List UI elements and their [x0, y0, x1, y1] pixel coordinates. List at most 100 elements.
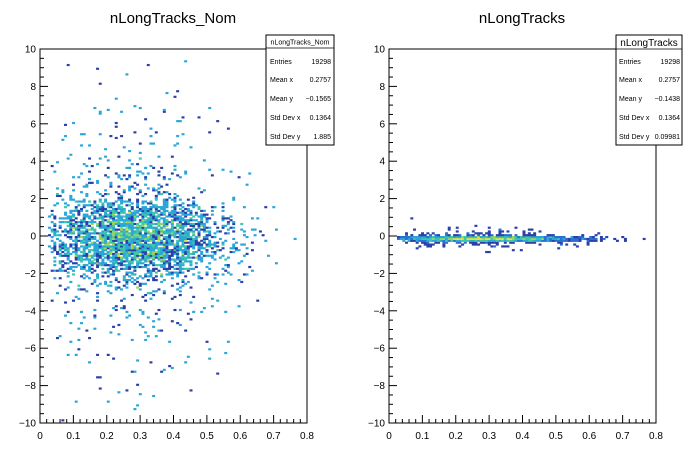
right-heatmap-bin: [519, 239, 523, 242]
left-heatmap-bin: [85, 228, 89, 231]
left-heatmap-bin: [104, 243, 108, 246]
left-heatmap-bin: [101, 245, 105, 248]
left-heatmap-bin: [178, 258, 182, 261]
left-heatmap-bin: [170, 209, 174, 212]
left-heatmap-bin: [66, 217, 70, 220]
left-heatmap-bin: [112, 222, 116, 226]
left-heatmap-bin: [138, 254, 142, 257]
left-heatmap-bin: [122, 245, 126, 248]
left-heatmap-bin: [125, 279, 129, 282]
panel-left: nLongTracks_Nom 0 0.1 0.2 0.3 0.4 0.5 0.6 0.7 0.…: [19, 10, 335, 442]
left-heatmap-bin: [154, 211, 158, 214]
left-heatmap-bin: [221, 217, 225, 220]
left-heatmap-bin: [170, 250, 174, 254]
left-heatmap-bin: [138, 245, 142, 248]
left-heatmap-bin: [64, 249, 67, 252]
left-heatmap-bin: [149, 297, 153, 300]
left-heatmap-bin: [114, 221, 118, 224]
left-heatmap-bin: [93, 206, 97, 209]
left-heatmap-bin: [120, 232, 124, 235]
left-heatmap-bin: [66, 310, 70, 313]
right-heatmap-bin: [405, 237, 408, 241]
left-heatmap-bin: [133, 258, 137, 261]
left-heatmap-bin: [133, 370, 137, 373]
left-heatmap-bin: [114, 172, 118, 175]
left-heatmap-bin: [178, 239, 182, 242]
right-heatmap-bin: [434, 239, 438, 242]
left-heatmap-bin: [136, 264, 140, 267]
left-heatmap-bin: [138, 288, 142, 291]
left-heatmap-bin: [226, 264, 230, 267]
left-heatmap-bin: [165, 243, 169, 246]
right-heatmap-bin: [599, 237, 603, 241]
left-heatmap-bin: [200, 215, 204, 218]
left-heatmap-bin: [176, 228, 180, 231]
left-heatmap-bin: [149, 135, 153, 138]
left-heatmap-bin: [210, 236, 214, 239]
left-heatmap-bin: [224, 310, 228, 313]
left-heatmap-bin: [85, 221, 89, 224]
right-heatmap-bin: [431, 237, 435, 241]
left-heatmap-bin: [157, 191, 161, 194]
left-heatmap-bin: [106, 254, 110, 257]
right-heatmap-bin: [498, 239, 502, 242]
left-heatmap-bin: [112, 265, 116, 269]
left-heatmap-bin: [218, 256, 222, 259]
left-heatmap-bin: [112, 207, 116, 211]
left-heatmap-bin: [112, 247, 116, 250]
left-heatmap-bin: [90, 228, 94, 231]
left-heatmap-bin: [72, 215, 76, 218]
left-heatmap-bin: [162, 252, 166, 255]
left-heatmap-bin: [122, 279, 126, 282]
left-heatmap-bin: [112, 228, 116, 231]
left-heatmap-bin: [69, 228, 73, 231]
left-heatmap-bin: [96, 232, 100, 235]
left-heatmap-bin: [120, 256, 124, 259]
left-heatmap-bin: [138, 249, 142, 252]
left-heatmap-bin: [130, 293, 134, 297]
left-heatmap-bin: [53, 256, 57, 259]
left-heatmap-bin: [69, 196, 73, 199]
left-heatmap-bin: [112, 258, 116, 261]
left-heatmap-bin: [178, 226, 182, 229]
left-heatmap-bin: [170, 215, 174, 218]
left-heatmap-bin: [112, 262, 116, 265]
left-heatmap-bin: [48, 226, 51, 229]
left-heatmap-bin: [152, 252, 156, 255]
left-heatmap-bin: [72, 299, 76, 302]
left-heatmap-bin: [122, 275, 126, 278]
left-heatmap-bin: [82, 204, 86, 207]
left-heatmap-bin: [160, 241, 164, 244]
left-heatmap-bin: [50, 209, 54, 212]
left-heatmap-bin: [117, 207, 121, 211]
right-heatmap-bin: [501, 237, 505, 241]
left-heatmap-bin: [128, 267, 132, 270]
right-heatmap-bin: [442, 237, 446, 241]
right-heatmap-bin: [538, 243, 542, 246]
left-heatmap-bin: [149, 221, 153, 224]
left-heatmap-bin: [85, 275, 89, 278]
left-heatmap-bin: [138, 243, 142, 246]
left-heatmap-bin: [154, 215, 158, 218]
left-heatmap-bin: [181, 217, 185, 220]
right-heatmap-bin: [511, 241, 515, 244]
right-heatmap-bin: [525, 239, 529, 242]
left-x-tick-label: 0.3: [133, 431, 147, 442]
left-heatmap-bin: [173, 258, 177, 261]
left-heatmap-bin: [149, 200, 153, 203]
left-heatmap-bin: [53, 170, 57, 173]
left-stat-label: Mean y: [270, 96, 293, 103]
left-heatmap-bin: [48, 234, 51, 237]
left-heatmap-bin: [117, 269, 121, 272]
left-heatmap-bin: [186, 249, 190, 252]
left-heatmap-bin: [104, 262, 108, 265]
left-heatmap-bin: [178, 286, 182, 289]
left-heatmap-bin: [152, 217, 156, 220]
left-heatmap-bin: [130, 226, 134, 229]
left-heatmap-bin: [178, 204, 182, 207]
left-heatmap-bin: [197, 187, 201, 190]
left-heatmap-bin: [184, 232, 188, 235]
left-heatmap-bin: [128, 213, 132, 216]
left-heatmap-bin: [189, 243, 193, 246]
left-heatmap-bin: [109, 202, 113, 205]
